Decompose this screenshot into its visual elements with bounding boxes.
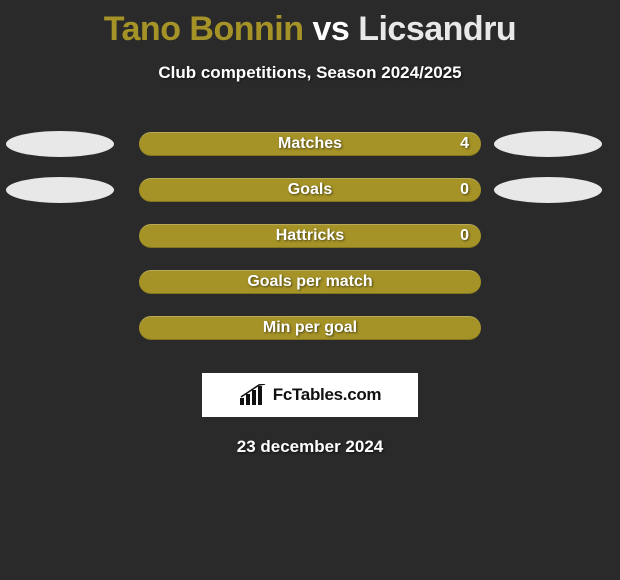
stat-row: Min per goal: [0, 305, 620, 351]
fctables-logo[interactable]: FcTables.com: [202, 373, 418, 417]
stat-label: Matches: [139, 132, 481, 156]
stat-row: Hattricks0: [0, 213, 620, 259]
page-title: Tano Bonnin vs Licsandru: [0, 0, 620, 49]
stat-value: 4: [460, 132, 469, 156]
stat-row: Goals0: [0, 167, 620, 213]
fctables-logo-icon: [239, 384, 267, 406]
title-vs: vs: [304, 10, 359, 48]
stat-row: Matches4: [0, 121, 620, 167]
stat-label: Hattricks: [139, 224, 481, 248]
title-player1: Tano Bonnin: [104, 10, 304, 48]
fctables-logo-text: FcTables.com: [273, 385, 382, 405]
stat-label: Goals per match: [139, 270, 481, 294]
stat-label: Min per goal: [139, 316, 481, 340]
title-player2: Licsandru: [358, 10, 516, 48]
stat-rows: Matches4Goals0Hattricks0Goals per matchM…: [0, 121, 620, 351]
player-marker-left: [6, 177, 114, 203]
stat-bar: Goals per match: [139, 270, 481, 294]
stat-bar: Hattricks0: [139, 224, 481, 248]
stat-value: 0: [460, 224, 469, 248]
stat-bar: Min per goal: [139, 316, 481, 340]
subtitle: Club competitions, Season 2024/2025: [0, 63, 620, 83]
player-marker-right: [494, 177, 602, 203]
footer-date: 23 december 2024: [0, 437, 620, 457]
player-marker-left: [6, 131, 114, 157]
player-marker-right: [494, 131, 602, 157]
stat-bar: Goals0: [139, 178, 481, 202]
stat-row: Goals per match: [0, 259, 620, 305]
stat-label: Goals: [139, 178, 481, 202]
stat-value: 0: [460, 178, 469, 202]
stat-bar: Matches4: [139, 132, 481, 156]
